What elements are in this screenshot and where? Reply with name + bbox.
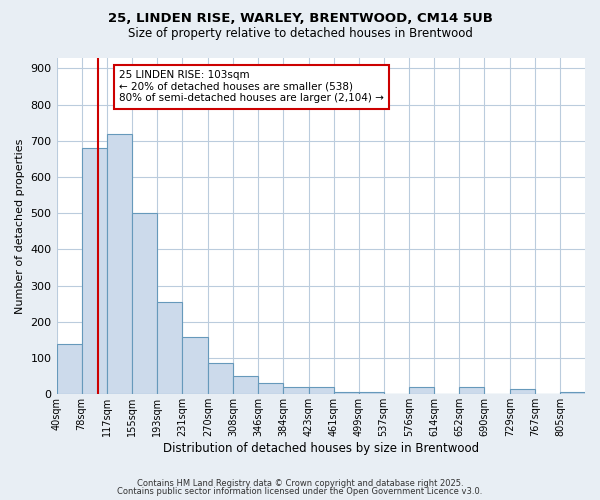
X-axis label: Distribution of detached houses by size in Brentwood: Distribution of detached houses by size …: [163, 442, 479, 455]
Bar: [283, 387, 308, 394]
Bar: [510, 389, 535, 394]
Bar: [560, 392, 585, 394]
Bar: [334, 392, 359, 394]
Bar: [107, 134, 132, 394]
Bar: [359, 392, 383, 394]
Y-axis label: Number of detached properties: Number of detached properties: [15, 138, 25, 314]
Text: 25 LINDEN RISE: 103sqm
← 20% of detached houses are smaller (538)
80% of semi-de: 25 LINDEN RISE: 103sqm ← 20% of detached…: [119, 70, 384, 103]
Bar: [308, 387, 334, 394]
Bar: [409, 387, 434, 394]
Bar: [82, 148, 107, 394]
Bar: [157, 302, 182, 394]
Bar: [132, 213, 157, 394]
Bar: [208, 363, 233, 394]
Bar: [460, 387, 484, 394]
Bar: [56, 344, 82, 394]
Bar: [233, 376, 258, 394]
Bar: [258, 384, 283, 394]
Text: Contains public sector information licensed under the Open Government Licence v3: Contains public sector information licen…: [118, 487, 482, 496]
Text: Size of property relative to detached houses in Brentwood: Size of property relative to detached ho…: [128, 28, 472, 40]
Bar: [182, 338, 208, 394]
Text: 25, LINDEN RISE, WARLEY, BRENTWOOD, CM14 5UB: 25, LINDEN RISE, WARLEY, BRENTWOOD, CM14…: [107, 12, 493, 26]
Text: Contains HM Land Registry data © Crown copyright and database right 2025.: Contains HM Land Registry data © Crown c…: [137, 478, 463, 488]
